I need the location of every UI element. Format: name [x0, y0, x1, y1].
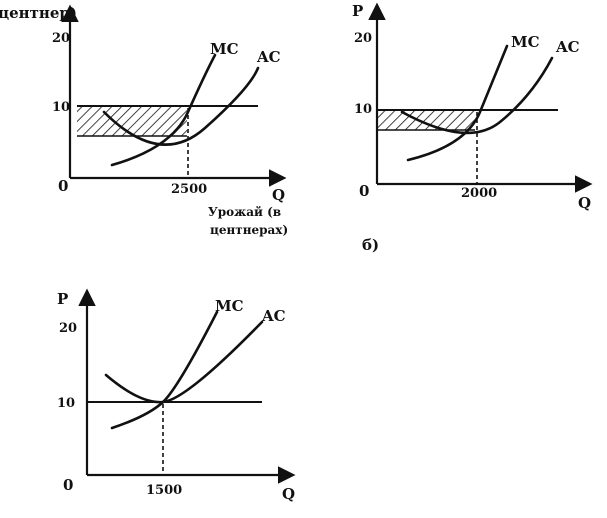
- panel-c-y-axis-label: P: [57, 290, 68, 308]
- panel-b-x-tick: 2000: [461, 186, 497, 201]
- panel-a-hatched-area: [77, 106, 187, 136]
- panel-b-tick-10: 10: [354, 102, 372, 117]
- panel-c-x-tick: 1500: [146, 483, 182, 498]
- panel-b: P 20 10 0 MC AC 2000 Q б): [352, 2, 593, 254]
- panel-a-ac-curve: [102, 66, 260, 146]
- panel-c-mc-curve: [110, 310, 219, 430]
- panel-b-hatched-area: [377, 110, 475, 130]
- panel-b-mc-curve: [406, 44, 509, 162]
- panel-a-mc-label: MC: [210, 40, 239, 58]
- panel-c-ac-curve: [104, 320, 264, 404]
- panel-b-mc-label: MC: [511, 33, 540, 51]
- panel-a-x-axis-label: Q: [272, 186, 285, 204]
- panel-c-x-axis-label: Q: [282, 485, 295, 503]
- panel-c-origin: 0: [63, 476, 73, 494]
- panel-c-tick-10: 10: [57, 396, 75, 411]
- panel-b-x-axis-label: Q: [578, 194, 591, 212]
- panel-b-ac-label: AC: [555, 38, 580, 56]
- panel-b-origin: 0: [359, 182, 369, 200]
- panel-c-ac-label: AC: [261, 307, 286, 325]
- panel-a-ac-label: AC: [256, 48, 281, 66]
- panel-a-caption-line1: Урожай (в: [208, 205, 281, 219]
- panel-b-tick-20: 20: [354, 31, 372, 46]
- panel-a-y-axis-label: центнер): [0, 4, 77, 22]
- panel-a-tick-10: 10: [52, 100, 70, 115]
- panel-c: P 20 10 0 MC AC 1500 Q: [57, 288, 296, 503]
- panel-a-caption-line2: центнерах): [210, 223, 288, 237]
- panel-b-y-axis-label: P: [352, 2, 363, 20]
- panel-a-mc-curve: [110, 53, 217, 167]
- panel-a: центнер) 20 10 0 MC AC 2500 Q Урожай (в …: [0, 4, 288, 237]
- panel-a-origin: 0: [58, 177, 68, 195]
- panel-c-mc-label: MC: [215, 297, 244, 315]
- panel-b-ac-curve: [400, 56, 554, 135]
- panel-a-tick-20: 20: [52, 31, 70, 46]
- panel-c-tick-20: 20: [59, 321, 77, 336]
- panel-b-label: б): [362, 236, 379, 254]
- panel-a-x-tick: 2500: [171, 182, 207, 197]
